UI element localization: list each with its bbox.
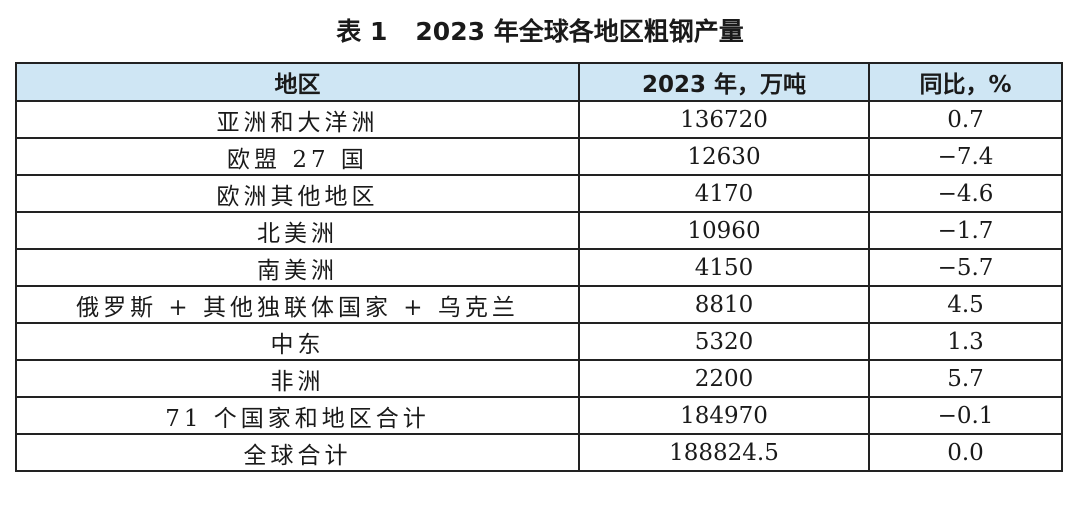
- table-row: 南美洲 4150 −5.7: [15, 248, 1063, 287]
- region-cell: 亚洲和大洋洲: [15, 100, 580, 139]
- output-cell: 136720: [578, 100, 870, 139]
- table-row: 中东 5320 1.3: [15, 322, 1063, 361]
- region-cell: 全球合计: [15, 433, 580, 472]
- region-cell: 欧盟 27 国: [15, 137, 580, 176]
- table-row: 俄罗斯 + 其他独联体国家 + 乌克兰 8810 4.5: [15, 285, 1063, 324]
- table-header-row: 地区 2023 年，万吨 同比，%: [15, 62, 1063, 102]
- output-cell: 4170: [578, 174, 870, 213]
- table-row: 北美洲 10960 −1.7: [15, 211, 1063, 250]
- yoy-cell: −1.7: [868, 211, 1063, 250]
- output-cell: 10960: [578, 211, 870, 250]
- header-yoy: 同比，%: [868, 62, 1063, 102]
- yoy-cell: −0.1: [868, 396, 1063, 435]
- output-cell: 2200: [578, 359, 870, 398]
- table-row: 亚洲和大洋洲 136720 0.7: [15, 100, 1063, 139]
- output-cell: 4150: [578, 248, 870, 287]
- region-cell: 欧洲其他地区: [15, 174, 580, 213]
- yoy-cell: 4.5: [868, 285, 1063, 324]
- yoy-cell: 0.7: [868, 100, 1063, 139]
- output-cell: 8810: [578, 285, 870, 324]
- table-number: 表 1: [336, 17, 388, 46]
- region-cell: 非洲: [15, 359, 580, 398]
- output-cell: 12630: [578, 137, 870, 176]
- output-cell: 184970: [578, 396, 870, 435]
- region-cell: 北美洲: [15, 211, 580, 250]
- table-row: 欧盟 27 国 12630 −7.4: [15, 137, 1063, 176]
- table-row: 欧洲其他地区 4170 −4.6: [15, 174, 1063, 213]
- table-row: 71 个国家和地区合计 184970 −0.1: [15, 396, 1063, 435]
- output-cell: 188824.5: [578, 433, 870, 472]
- yoy-cell: −4.6: [868, 174, 1063, 213]
- yoy-cell: −7.4: [868, 137, 1063, 176]
- yoy-cell: 1.3: [868, 322, 1063, 361]
- region-cell: 南美洲: [15, 248, 580, 287]
- header-region: 地区: [15, 62, 580, 102]
- region-cell: 71 个国家和地区合计: [15, 396, 580, 435]
- yoy-cell: −5.7: [868, 248, 1063, 287]
- region-cell: 俄罗斯 + 其他独联体国家 + 乌克兰: [15, 285, 580, 324]
- table-row: 非洲 2200 5.7: [15, 359, 1063, 398]
- table-row: 全球合计 188824.5 0.0: [15, 433, 1063, 472]
- table-caption: 表 1 2023 年全球各地区粗钢产量: [0, 14, 1080, 50]
- steel-output-table: 地区 2023 年，万吨 同比，% 亚洲和大洋洲 136720 0.7 欧盟 2…: [15, 62, 1063, 472]
- table-title: 2023 年全球各地区粗钢产量: [415, 17, 744, 46]
- yoy-cell: 5.7: [868, 359, 1063, 398]
- output-cell: 5320: [578, 322, 870, 361]
- region-cell: 中东: [15, 322, 580, 361]
- yoy-cell: 0.0: [868, 433, 1063, 472]
- header-output: 2023 年，万吨: [578, 62, 870, 102]
